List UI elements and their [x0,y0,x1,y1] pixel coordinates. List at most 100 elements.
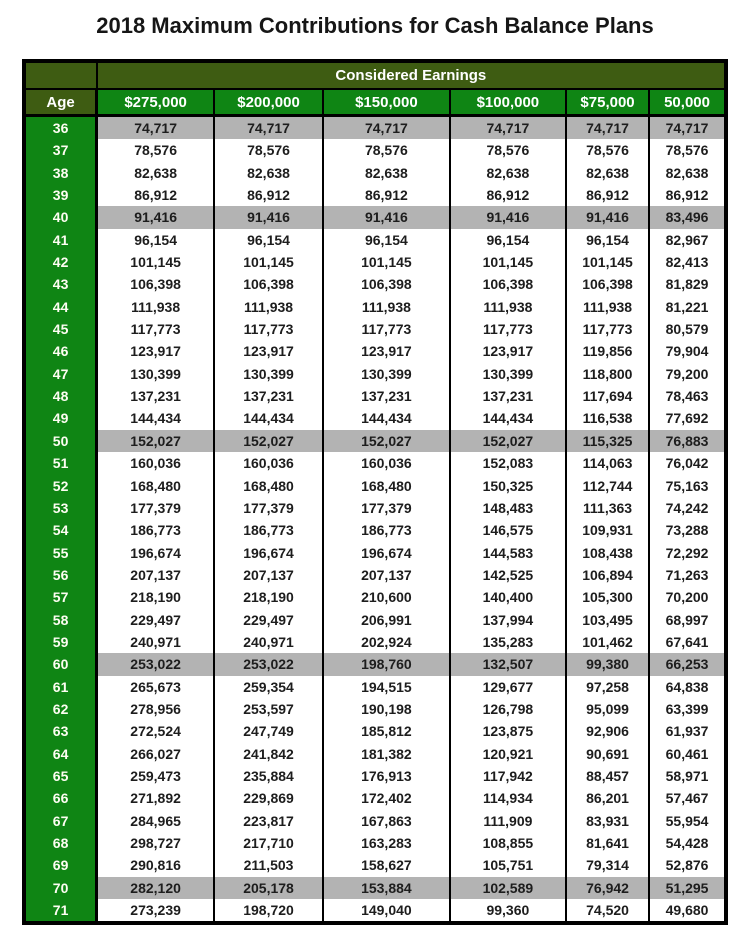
contribution-value-cell: 266,027 [95,742,216,765]
age-cell: 67 [23,809,99,832]
earnings-column-header-2: $200,000 [213,88,325,117]
contribution-value-cell: 81,221 [648,295,727,319]
earnings-column-header-4: $100,000 [448,88,568,117]
age-cell: 59 [23,630,99,654]
table-row-age-39: 39 86,912 86,912 86,912 86,912 86,912 86,912 [23,184,727,207]
contribution-value-cell: 95,099 [565,697,651,721]
contribution-value-cell: 74,717 [648,115,727,140]
contribution-value-cell: 265,673 [95,675,216,698]
contribution-value-cell: 51,295 [648,876,727,900]
contribution-value-cell: 181,382 [322,742,451,765]
earnings-column-header-1: $275,000 [95,88,216,117]
contribution-value-cell: 190,198 [322,697,451,721]
contribution-value-cell: 81,641 [565,832,651,855]
contribution-value-cell: 117,773 [95,318,216,341]
contribution-value-cell: 117,694 [565,385,651,408]
contribution-value-cell: 96,154 [448,228,568,252]
contribution-value-cell: 82,638 [448,161,568,185]
contribution-value-cell: 158,627 [322,854,451,877]
contribution-value-cell: 240,971 [213,630,325,654]
contribution-value-cell: 49,680 [648,899,727,924]
contribution-value-cell: 105,300 [565,586,651,609]
contribution-value-cell: 91,416 [95,206,216,229]
contribution-value-cell: 99,380 [565,653,651,676]
age-cell: 43 [23,273,99,296]
contribution-value-cell: 218,190 [213,586,325,609]
table-row-age-59: 59 240,971 240,971 202,924 135,283 101,462 67,… [23,630,727,654]
table-row-age-44: 44 111,938 111,938 111,938 111,938 111,938 81,… [23,295,727,319]
contribution-value-cell: 74,520 [565,899,651,924]
age-cell: 60 [23,653,99,676]
age-cell: 41 [23,228,99,252]
table-row-age-50: 50 152,027 152,027 152,027 152,027 115,325 76,… [23,429,727,453]
contribution-value-cell: 66,253 [648,653,727,676]
table-row-age-40: 40 91,416 91,416 91,416 91,416 91,416 83,496 [23,206,727,229]
contribution-value-cell: 132,507 [448,653,568,676]
contribution-value-cell: 61,937 [648,720,727,743]
contribution-value-cell: 137,994 [448,608,568,631]
contribution-value-cell: 240,971 [95,630,216,654]
contribution-value-cell: 123,917 [95,340,216,363]
contribution-value-cell: 102,589 [448,876,568,900]
table-row-age-43: 43 106,398 106,398 106,398 106,398 106,398 81,… [23,273,727,296]
contribution-value-cell: 79,904 [648,340,727,363]
contribution-value-cell: 163,283 [322,832,451,855]
contribution-value-cell: 103,495 [565,608,651,631]
contribution-value-cell: 144,434 [322,407,451,430]
contribution-value-cell: 160,036 [95,452,216,475]
contribution-value-cell: 123,917 [448,340,568,363]
contribution-value-cell: 153,884 [322,876,451,900]
table-row-age-47: 47 130,399 130,399 130,399 130,399 118,800 79,… [23,362,727,386]
contribution-value-cell: 106,398 [565,273,651,296]
table-row-age-42: 42 101,145 101,145 101,145 101,145 101,145 82,… [23,251,727,274]
contribution-value-cell: 137,231 [322,385,451,408]
contribution-value-cell: 278,956 [95,697,216,721]
contribution-value-cell: 54,428 [648,832,727,855]
contribution-value-cell: 120,921 [448,742,568,765]
contribution-value-cell: 101,462 [565,630,651,654]
contribution-value-cell: 160,036 [213,452,325,475]
contribution-value-cell: 284,965 [95,809,216,832]
contribution-value-cell: 117,942 [448,764,568,788]
age-cell: 63 [23,720,99,743]
age-cell: 56 [23,563,99,587]
contribution-value-cell: 114,063 [565,452,651,475]
contribution-value-cell: 74,717 [565,115,651,140]
age-cell: 52 [23,474,99,497]
contribution-value-cell: 78,576 [565,139,651,162]
table-body: 36 74,717 74,717 74,717 74,717 74,717 74,717 37… [23,115,727,924]
table-row-age-37: 37 78,576 78,576 78,576 78,576 78,576 78,576 [23,139,727,162]
contribution-value-cell: 177,379 [213,496,325,520]
contribution-value-cell: 86,912 [448,184,568,207]
contribution-value-cell: 81,829 [648,273,727,296]
contribution-value-cell: 64,838 [648,675,727,698]
contribution-value-cell: 116,538 [565,407,651,430]
age-cell: 54 [23,519,99,542]
contribution-value-cell: 186,773 [213,519,325,542]
contribution-value-cell: 114,934 [448,787,568,810]
age-cell: 40 [23,206,99,229]
age-column-header: Age [23,88,99,117]
contribution-value-cell: 205,178 [213,876,325,900]
age-cell: 70 [23,876,99,900]
contribution-value-cell: 273,239 [95,899,216,924]
contribution-value-cell: 259,354 [213,675,325,698]
contribution-value-cell: 92,906 [565,720,651,743]
contribution-value-cell: 152,027 [213,429,325,453]
contribution-value-cell: 298,727 [95,832,216,855]
contribution-value-cell: 74,242 [648,496,727,520]
age-cell: 69 [23,854,99,877]
contribution-value-cell: 253,022 [95,653,216,676]
contribution-value-cell: 83,496 [648,206,727,229]
contributions-table: Considered Earnings Age $275,000 $200,000… [22,59,728,926]
contribution-value-cell: 97,258 [565,675,651,698]
contribution-value-cell: 152,083 [448,452,568,475]
contribution-value-cell: 71,263 [648,563,727,587]
contribution-value-cell: 91,416 [213,206,325,229]
age-cell: 36 [23,115,99,140]
age-cell: 71 [23,899,99,924]
contribution-value-cell: 82,638 [95,161,216,185]
table-row-age-51: 51 160,036 160,036 160,036 152,083 114,063 76,… [23,452,727,475]
age-cell: 48 [23,385,99,408]
contribution-value-cell: 217,710 [213,832,325,855]
